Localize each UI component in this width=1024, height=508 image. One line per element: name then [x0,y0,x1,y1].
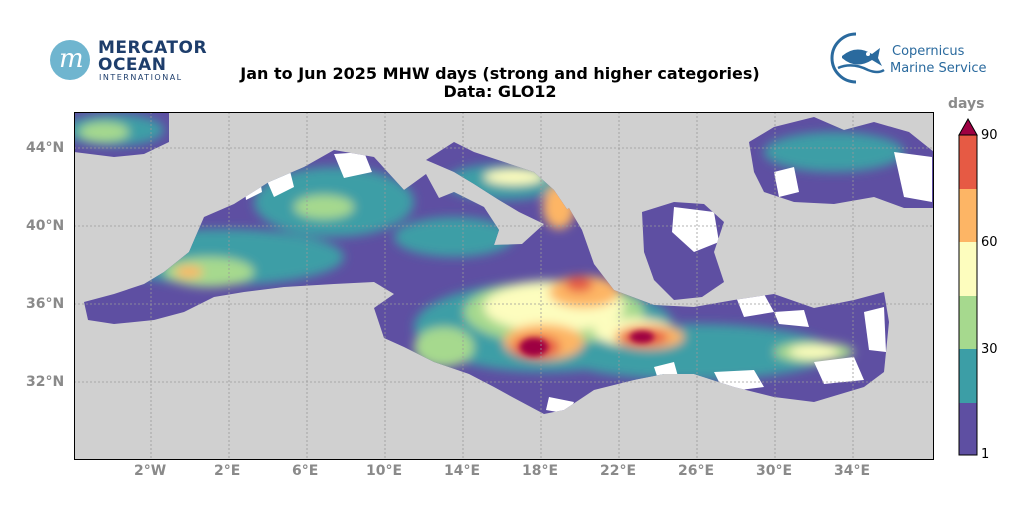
mercator-emblem-icon [50,40,90,80]
colorbar-bin [959,242,977,296]
mercator-ocean-logo: m MERCATOR OCEAN INTERNATIONAL [50,38,210,86]
colorbar-label: 30 [981,342,998,357]
lat-label: 36°N [26,296,65,312]
lon-label: 2°W [134,463,167,479]
lat-label: 32°N [26,374,65,390]
lon-label: 18°E [522,463,559,479]
lon-label: 10°E [366,463,403,479]
logo-right-line2: Marine Service [890,61,987,76]
copernicus-marine-logo: Copernicus Marine Service [828,30,988,86]
lon-label: 26°E [678,463,715,479]
lon-label: 22°E [600,463,637,479]
colorbar-bin [959,403,977,455]
logo-left-line2: OCEAN [98,55,167,75]
colorbar-label: 60 [981,235,998,250]
map-title: Jan to Jun 2025 MHW days (strong and hig… [240,64,760,83]
logo-left-line3: INTERNATIONAL [99,73,183,82]
colorbar-label: 1 [981,447,990,462]
colorbar-label: 90 [981,128,998,143]
colorbar-extend-arrow [958,118,978,136]
lon-label: 14°E [444,463,481,479]
colorbar-bin [959,135,977,189]
lon-label: 34°E [834,463,871,479]
mercator-m-glyph: m [59,44,84,74]
fish-icon [830,32,885,84]
map-frame [74,112,934,460]
map-subtitle: Data: GLO12 [443,82,557,101]
lat-label: 40°N [26,218,65,234]
colorbar-bin [959,189,977,242]
mhw-days-map [74,112,934,460]
lon-label: 30°E [756,463,793,479]
logo-left-line1: MERCATOR [98,38,208,58]
colorbar-title: days [948,96,985,112]
lon-label: 6°E [292,463,319,479]
colorbar-bin [959,296,977,349]
logo-right-line1: Copernicus [892,44,965,59]
colorbar [958,118,978,456]
graticule [74,112,934,460]
lat-label: 44°N [26,140,65,156]
colorbar-bin [959,349,977,403]
lon-label: 2°E [214,463,241,479]
